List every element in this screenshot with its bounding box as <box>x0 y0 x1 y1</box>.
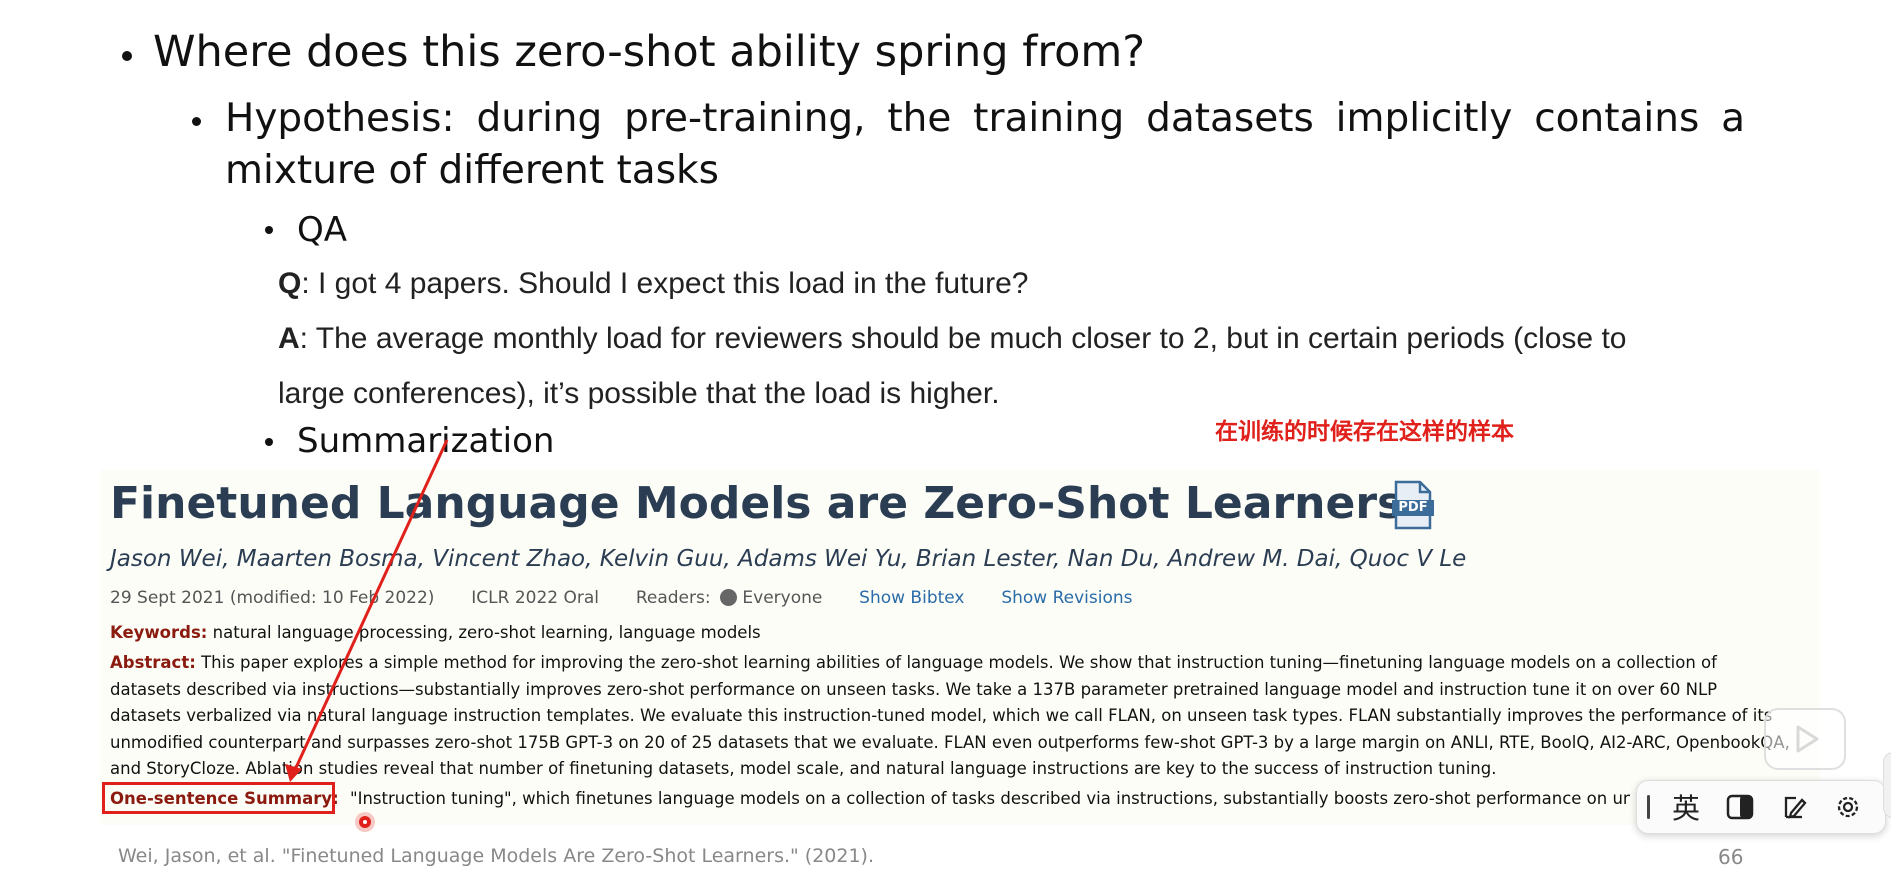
question-line: Q: I got 4 papers. Should I expect this … <box>278 267 1028 301</box>
language-toggle-label: 英 <box>1671 792 1700 825</box>
citation: Wei, Jason, et al. "Finetuned Language M… <box>118 845 875 867</box>
bullet-summarization <box>265 438 273 446</box>
paper-date: 29 Sept 2021 (modified: 10 Feb 2022) <box>110 588 435 608</box>
summary-label: One-sentence Summary: <box>110 789 339 808</box>
play-button[interactable] <box>1764 708 1846 770</box>
readers-value: Everyone <box>742 588 823 608</box>
a-label: A <box>278 322 300 355</box>
slide-heading: Where does this zero-shot ability spring… <box>153 27 1146 77</box>
sub-item-summarization: Summarization <box>297 421 555 461</box>
width-toggle-icon[interactable] <box>1713 787 1767 827</box>
abstract-line2: datasets described via instructions—subs… <box>110 679 1718 699</box>
play-icon <box>1796 725 1819 753</box>
abstract-line3: datasets verbalized via natural language… <box>110 706 1773 725</box>
a-text: : The average monthly load for reviewers… <box>299 322 1627 355</box>
keywords-label: Keywords: <box>110 623 208 642</box>
bullet-qa <box>265 226 273 234</box>
cursor-dot-icon <box>355 812 375 832</box>
hypothesis-line2: mixture of different tasks <box>225 148 719 193</box>
paper-title: Finetuned Language Models are Zero-Shot … <box>110 478 1404 529</box>
show-bibtex-link[interactable]: Show Bibtex <box>859 588 965 608</box>
answer-line2: large conferences), it’s possible that t… <box>278 377 1000 410</box>
hypothesis-line1: Hypothesis: during pre-training, the tra… <box>225 96 1745 141</box>
answer-line1: A: The average monthly load for reviewer… <box>278 322 1626 356</box>
ime-toolbar: 英 <box>1636 780 1886 834</box>
summary-value: "Instruction tuning", which finetunes la… <box>350 789 1630 808</box>
summary-row: One-sentence Summary: "Instruction tunin… <box>110 786 1630 813</box>
keywords-row: Keywords: natural language processing, z… <box>110 620 761 647</box>
paper-venue: ICLR 2022 Oral <box>471 588 600 608</box>
globe-icon <box>719 589 737 606</box>
readers-label: Readers: <box>635 588 711 608</box>
settings-gear-icon[interactable] <box>1821 787 1875 827</box>
abstract-line5: and StoryCloze. Ablation studies reveal … <box>110 759 1497 778</box>
bullet-l2 <box>192 117 201 126</box>
pdf-icon-label: PDF <box>1398 500 1428 515</box>
q-text: : I got 4 papers. Should I expect this l… <box>301 267 1029 300</box>
sub-item-qa: QA <box>297 210 348 250</box>
abstract-line1: This paper explores a simple method for … <box>201 653 1717 672</box>
handwritten-annotation: 在训练的时候存在这样的样本 <box>1215 419 1514 445</box>
handwriting-pad-icon[interactable] <box>1767 787 1821 827</box>
edge-tab <box>1883 752 1891 818</box>
pdf-icon[interactable]: PDF <box>1392 480 1434 530</box>
paper-panel <box>100 470 1820 825</box>
language-toggle-button[interactable]: 英 <box>1659 787 1713 827</box>
paper-meta: 29 Sept 2021 (modified: 10 Feb 2022) ICL… <box>110 588 1133 608</box>
keywords-value: natural language processing, zero-shot l… <box>212 623 761 642</box>
abstract-label: Abstract: <box>110 653 196 672</box>
paper-authors: Jason Wei, Maarten Bosma, Vincent Zhao, … <box>110 546 1467 572</box>
bullet-l1 <box>122 51 132 61</box>
abstract-block: Abstract: This paper explores a simple m… <box>110 650 1820 783</box>
drag-handle[interactable] <box>1637 787 1659 827</box>
highlight-box <box>102 782 335 814</box>
page-number: 66 <box>1718 845 1744 869</box>
abstract-line4: unmodified counterpart and surpasses zer… <box>110 732 1790 752</box>
show-revisions-link[interactable]: Show Revisions <box>1001 588 1133 608</box>
q-label: Q <box>278 267 302 300</box>
